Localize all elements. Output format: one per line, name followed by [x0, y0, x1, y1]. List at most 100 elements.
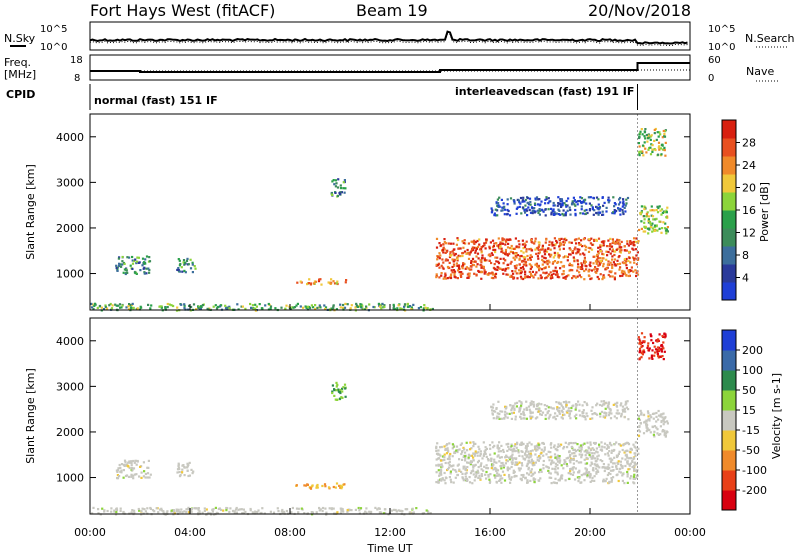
echo-cell [466, 276, 469, 279]
echo-cell [590, 237, 593, 240]
echo-cell [320, 283, 323, 286]
echo-cell [538, 208, 541, 211]
echo-cell [532, 403, 535, 406]
echo-cell [610, 444, 613, 447]
echo-cell [539, 452, 542, 456]
echo-cell [511, 275, 514, 278]
echo-cell [132, 477, 135, 480]
echo-cell [513, 457, 516, 460]
echo-cell [657, 135, 660, 138]
echo-cell [378, 507, 381, 510]
echo-cell [602, 478, 605, 481]
echo-cell [647, 137, 650, 140]
echo-cell [525, 464, 528, 468]
echo-cell [562, 272, 565, 275]
echo-cell [562, 243, 565, 246]
echo-cell [624, 464, 627, 468]
echo-cell [596, 402, 599, 405]
echo-cell [493, 263, 496, 266]
echo-cell [137, 256, 140, 259]
echo-cell [478, 474, 481, 477]
echo-cell [566, 446, 569, 449]
echo-cell [177, 466, 180, 469]
echo-cell [588, 451, 591, 454]
echo-cell [632, 242, 635, 245]
echo-cell [617, 203, 621, 206]
echo-cell [350, 304, 353, 307]
echo-cell [191, 271, 194, 274]
echo-cell [529, 267, 532, 270]
echo-cell [435, 471, 438, 474]
echo-cell [355, 302, 358, 305]
echo-cell [132, 307, 135, 310]
echo-cell [542, 450, 545, 453]
echo-cell [508, 238, 511, 241]
echo-cell [633, 469, 636, 472]
echo-cell [439, 470, 442, 473]
echo-cell [618, 239, 621, 242]
echo-cell [454, 469, 457, 472]
echo-cell [306, 483, 309, 486]
echo-cell [520, 401, 523, 404]
echo-cell [607, 239, 610, 242]
echo-cell [464, 478, 467, 481]
echo-cell [617, 460, 620, 463]
echo-cell [649, 223, 652, 226]
echo-cell [583, 278, 586, 281]
echo-cell [133, 259, 136, 263]
echo-cell [647, 349, 651, 352]
echo-cell [451, 271, 454, 274]
echo-cell [595, 271, 598, 274]
echo-cell [531, 449, 534, 452]
echo-cell [552, 481, 555, 484]
echo-cell [542, 260, 545, 263]
echo-cell [124, 474, 128, 478]
echo-cell [520, 402, 523, 405]
echo-cell [205, 513, 208, 516]
echo-cell [632, 443, 635, 446]
echo-cell [665, 216, 668, 219]
echo-cell [566, 209, 569, 212]
echo-cell [224, 307, 228, 310]
echo-cell [531, 462, 534, 465]
echo-cell [447, 462, 450, 465]
echo-cell [657, 146, 660, 149]
echo-cell [612, 403, 615, 406]
echo-cell [564, 211, 568, 214]
echo-cell [344, 395, 347, 398]
echo-cell [445, 242, 448, 245]
echo-cell [457, 267, 461, 270]
echo-cell [526, 276, 529, 279]
echo-cell [647, 218, 650, 221]
echo-cell [633, 457, 636, 460]
echo-cell [565, 255, 568, 258]
echo-cell [537, 407, 540, 410]
echo-cell [537, 443, 540, 446]
echo-cell [522, 475, 525, 478]
echo-cell [537, 248, 540, 252]
echo-cell [584, 198, 587, 201]
echo-cell [547, 450, 550, 453]
echo-cell [562, 276, 565, 279]
echo-cell [487, 458, 490, 462]
echo-cell [610, 478, 613, 482]
echo-cell [640, 205, 643, 208]
echo-cell [549, 456, 552, 459]
echo-cell [583, 401, 586, 404]
echo-cell [101, 507, 104, 510]
echo-cell [543, 256, 546, 259]
echo-cell [653, 425, 656, 428]
echo-cell [654, 148, 657, 152]
echo-cell [292, 306, 295, 309]
echo-cell [501, 268, 504, 271]
echo-cell [545, 196, 548, 199]
echo-cell [191, 261, 194, 264]
echo-cell [603, 469, 606, 473]
echo-cell [532, 477, 535, 480]
echo-cell [514, 402, 517, 405]
echo-cell [603, 442, 607, 445]
echo-cell [631, 466, 634, 469]
echo-cell [377, 302, 380, 305]
echo-cell [335, 385, 338, 388]
echo-cell [527, 466, 530, 469]
